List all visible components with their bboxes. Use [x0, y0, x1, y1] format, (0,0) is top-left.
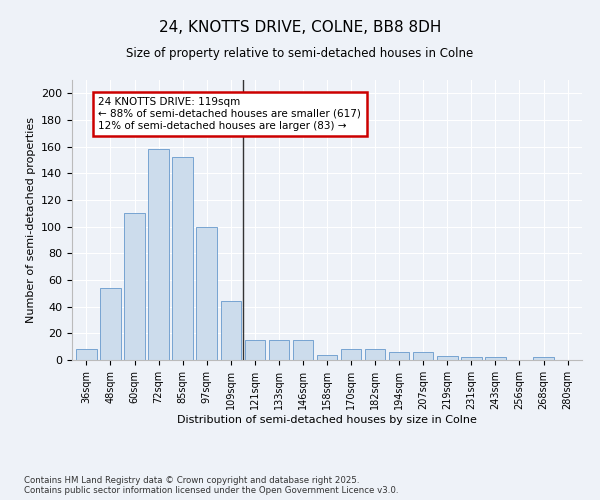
- Bar: [245, 340, 265, 360]
- Bar: [100, 288, 121, 360]
- Bar: [196, 226, 217, 360]
- Bar: [413, 352, 433, 360]
- Bar: [341, 350, 361, 360]
- Y-axis label: Number of semi-detached properties: Number of semi-detached properties: [26, 117, 35, 323]
- Bar: [269, 340, 289, 360]
- X-axis label: Distribution of semi-detached houses by size in Colne: Distribution of semi-detached houses by …: [177, 414, 477, 424]
- Bar: [437, 356, 458, 360]
- Bar: [461, 358, 482, 360]
- Bar: [485, 358, 506, 360]
- Bar: [533, 358, 554, 360]
- Bar: [148, 150, 169, 360]
- Bar: [365, 350, 385, 360]
- Bar: [389, 352, 409, 360]
- Bar: [124, 214, 145, 360]
- Bar: [221, 302, 241, 360]
- Text: 24 KNOTTS DRIVE: 119sqm
← 88% of semi-detached houses are smaller (617)
12% of s: 24 KNOTTS DRIVE: 119sqm ← 88% of semi-de…: [98, 98, 361, 130]
- Text: Contains HM Land Registry data © Crown copyright and database right 2025.
Contai: Contains HM Land Registry data © Crown c…: [24, 476, 398, 495]
- Bar: [317, 354, 337, 360]
- Bar: [76, 350, 97, 360]
- Bar: [293, 340, 313, 360]
- Bar: [172, 158, 193, 360]
- Text: 24, KNOTTS DRIVE, COLNE, BB8 8DH: 24, KNOTTS DRIVE, COLNE, BB8 8DH: [159, 20, 441, 35]
- Text: Size of property relative to semi-detached houses in Colne: Size of property relative to semi-detach…: [127, 48, 473, 60]
